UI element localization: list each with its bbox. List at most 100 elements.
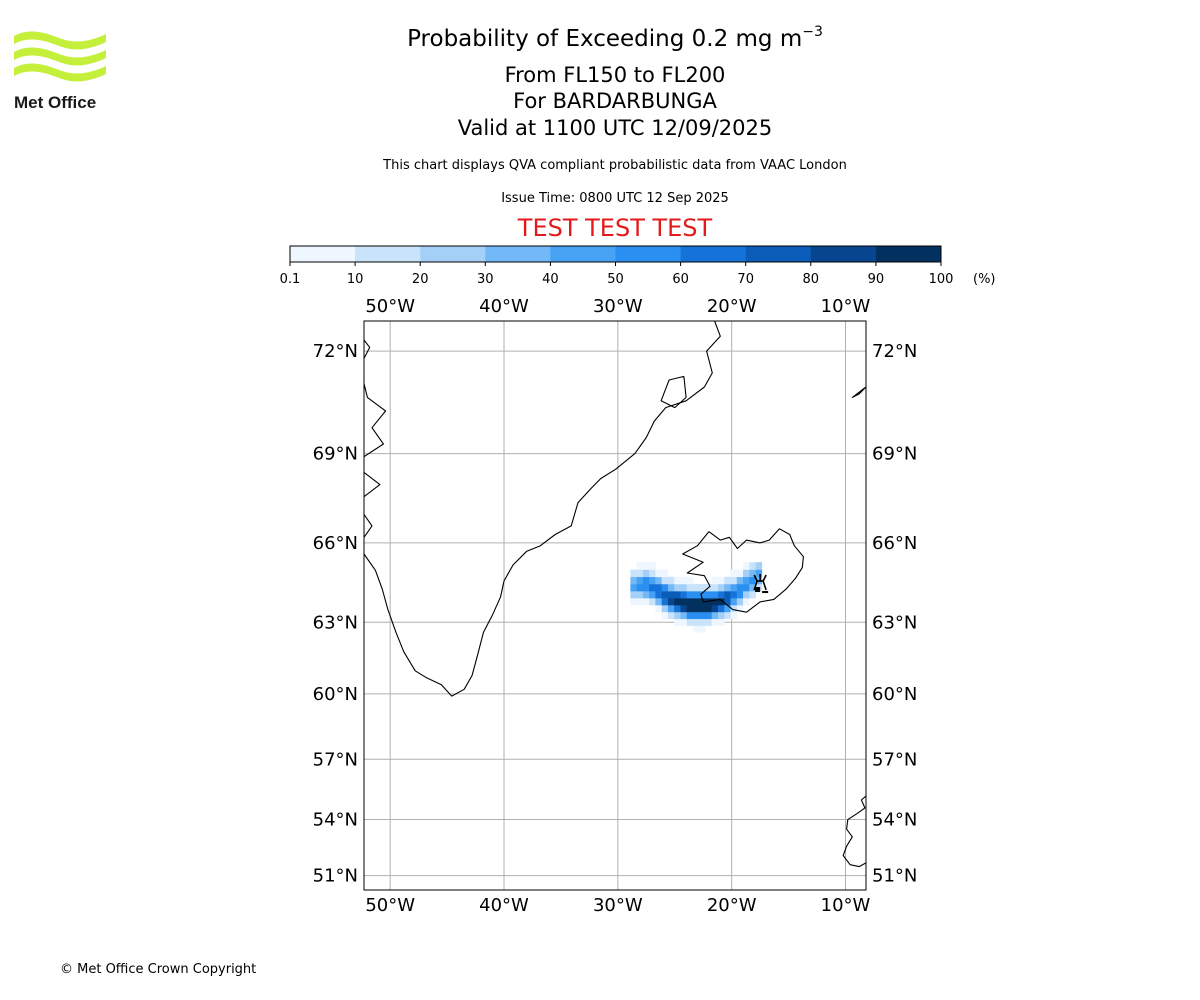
greenland-west-coast <box>364 514 373 538</box>
plume-cell <box>674 583 681 592</box>
plume-cell <box>661 591 669 599</box>
plume-cell <box>674 618 681 626</box>
plume-cell <box>661 576 669 585</box>
plume-cell <box>711 618 719 626</box>
longitude-label-top: 10°W <box>821 296 871 317</box>
plume-cell <box>667 611 675 620</box>
plume-cell <box>711 591 719 599</box>
plume-cell <box>642 598 650 606</box>
colorbar-segment <box>745 246 812 262</box>
plume-cell <box>642 562 650 570</box>
copyright-notice: © Met Office Crown Copyright <box>60 962 257 977</box>
plume-cell <box>686 618 694 626</box>
latitude-label-right: 63°N <box>872 612 917 633</box>
plume-cell <box>661 605 669 613</box>
description-note: This chart displays QVA compliant probab… <box>383 158 847 173</box>
plume-cell <box>699 625 706 633</box>
longitude-label-top: 20°W <box>707 296 757 317</box>
plume-cell <box>736 591 744 599</box>
plume-cell <box>636 591 644 599</box>
jan-mayen-coast <box>851 386 866 398</box>
latitude-label-right: 72°N <box>872 341 917 362</box>
colorbar-tick-label: 90 <box>868 272 885 287</box>
probability-map: 50°W 50°W 40°W 40°W 30°W 30°W 20°W 20°W 10°W 10°W… <box>313 296 918 916</box>
longitude-label-bottom: 20°W <box>707 895 757 916</box>
plume-cell <box>705 605 713 613</box>
plume-cell <box>724 583 731 592</box>
plume-cell <box>667 591 675 599</box>
plume-cell <box>642 576 650 585</box>
plume-cell <box>711 598 719 606</box>
plume-cell <box>724 605 731 613</box>
latitude-label-right: 69°N <box>872 444 917 465</box>
plume-cell <box>743 598 750 606</box>
plume-cell <box>730 569 738 578</box>
colorbar-segment <box>810 246 877 262</box>
plume-cell <box>655 569 662 578</box>
chart-title: Probability of Exceeding 0.2 mg m−3 <box>407 24 823 52</box>
colorbar-tick-label: 40 <box>542 272 559 287</box>
plume-cell <box>724 611 731 620</box>
plume-cell <box>655 605 662 613</box>
plume-cell <box>686 598 694 606</box>
plume-cell <box>730 591 738 599</box>
plume-cell <box>680 611 688 620</box>
colorbar-tick-label: 0.1 <box>280 272 301 287</box>
latitude-label-right: 66°N <box>872 533 917 554</box>
plume-cell <box>718 618 725 626</box>
plume-cell <box>661 583 669 592</box>
plume-cell <box>642 569 650 578</box>
plume-cell <box>699 591 706 599</box>
test-banner: TEST TEST TEST <box>517 214 713 242</box>
plume-cell <box>636 576 644 585</box>
colorbar-segment <box>680 246 747 262</box>
plume-cell <box>730 583 738 592</box>
plume-cell <box>636 598 644 606</box>
longitude-label-bottom: 40°W <box>479 895 529 916</box>
plume-cell <box>749 576 756 585</box>
plume-cell <box>661 569 669 578</box>
plume-cell <box>674 576 681 585</box>
plume-cell <box>749 562 756 570</box>
plume-cell <box>680 605 688 613</box>
title-superscript: −3 <box>802 24 823 40</box>
longitude-label-bottom: 10°W <box>821 895 871 916</box>
plume-cell <box>636 569 644 578</box>
plume-cell <box>674 605 681 613</box>
plume-cell <box>674 591 681 599</box>
longitude-label-top: 50°W <box>365 296 415 317</box>
plume-cell <box>636 562 644 570</box>
greenland-east-coast <box>364 321 721 697</box>
plume-cell <box>736 576 744 585</box>
plume-cell <box>655 576 662 585</box>
colorbar-tick-label: 60 <box>672 272 689 287</box>
plume-cell <box>667 598 675 606</box>
plume-cell <box>630 598 637 606</box>
plume-cell <box>718 583 725 592</box>
plume-cell <box>730 605 738 613</box>
plume-cell <box>667 576 675 585</box>
plume-cell <box>718 605 725 613</box>
latitude-label-left: 54°N <box>313 810 358 831</box>
latitude-label-right: 60°N <box>872 684 917 705</box>
plume-cell <box>649 562 656 570</box>
probability-colorbar: 0.1 10 20 30 40 50 60 70 80 90 100 (%) <box>280 245 996 287</box>
plume-cell <box>718 591 725 599</box>
plume-cell <box>680 618 688 626</box>
plume-cell <box>692 611 700 620</box>
plume-cell <box>699 583 706 592</box>
ireland-coastline <box>842 795 866 868</box>
plume-cell <box>655 591 662 599</box>
plume-cell <box>649 583 656 592</box>
plume-cell <box>724 598 731 606</box>
latitude-label-right: 51°N <box>872 866 917 887</box>
plume-cell <box>686 591 694 599</box>
greenland-west-coast <box>364 339 371 359</box>
plume-cell <box>636 583 644 592</box>
colorbar-tick-label: 80 <box>803 272 820 287</box>
map-background <box>364 321 866 890</box>
volcano-name: For BARDARBUNGA <box>513 89 717 113</box>
plume-cell <box>743 591 750 599</box>
plume-cell <box>736 605 744 613</box>
plume-cell <box>711 583 719 592</box>
